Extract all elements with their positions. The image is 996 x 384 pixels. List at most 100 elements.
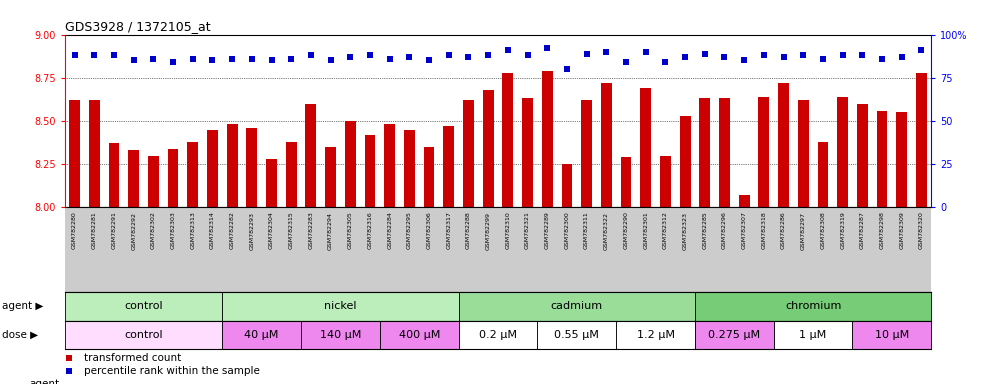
Text: GSM782306: GSM782306	[426, 212, 431, 249]
Text: GSM782307: GSM782307	[742, 212, 747, 250]
Bar	[109, 144, 120, 207]
Text: 1.2 μM: 1.2 μM	[636, 330, 674, 340]
Text: GSM782288: GSM782288	[466, 212, 471, 249]
Bar	[458, 321, 538, 349]
Bar	[246, 128, 257, 207]
Text: GSM782319: GSM782319	[841, 212, 846, 250]
Bar	[502, 73, 513, 207]
Text: GSM782292: GSM782292	[131, 212, 136, 250]
Bar	[695, 292, 931, 321]
Bar	[621, 157, 631, 207]
Bar	[562, 164, 573, 207]
Bar	[65, 292, 222, 321]
Text: GSM782316: GSM782316	[368, 212, 373, 249]
Text: GSM782293: GSM782293	[249, 212, 254, 250]
Bar	[69, 100, 80, 207]
Text: percentile rank within the sample: percentile rank within the sample	[84, 366, 260, 376]
Text: GSM782294: GSM782294	[328, 212, 333, 250]
Bar	[65, 321, 222, 349]
Text: 0.275 μM: 0.275 μM	[708, 330, 760, 340]
Bar	[379, 321, 458, 349]
Text: GSM782295: GSM782295	[407, 212, 412, 250]
Text: GSM782315: GSM782315	[289, 212, 294, 249]
Bar	[167, 149, 178, 207]
Bar	[365, 135, 375, 207]
Bar	[857, 104, 868, 207]
Bar	[148, 156, 158, 207]
Bar	[699, 98, 710, 207]
Text: 1 μM: 1 μM	[800, 330, 827, 340]
Text: GSM782283: GSM782283	[309, 212, 314, 250]
Text: GSM782308: GSM782308	[821, 212, 826, 249]
Text: GSM782313: GSM782313	[190, 212, 195, 250]
Text: GSM782290: GSM782290	[623, 212, 628, 250]
Text: control: control	[124, 330, 162, 340]
Text: GSM782285: GSM782285	[702, 212, 707, 249]
Text: dose ▶: dose ▶	[2, 330, 38, 340]
Bar	[404, 130, 414, 207]
Text: cadmium: cadmium	[551, 301, 603, 311]
Text: GSM782320: GSM782320	[919, 212, 924, 250]
Bar	[617, 321, 695, 349]
Text: GSM782322: GSM782322	[604, 212, 609, 250]
Bar	[384, 124, 395, 207]
Text: GSM782300: GSM782300	[565, 212, 570, 249]
Bar	[463, 100, 474, 207]
Bar	[222, 292, 458, 321]
Text: 400 μM: 400 μM	[398, 330, 440, 340]
Text: GSM782284: GSM782284	[387, 212, 392, 250]
Text: GSM782298: GSM782298	[879, 212, 884, 250]
Bar	[542, 71, 553, 207]
Text: GSM782309: GSM782309	[899, 212, 904, 250]
Bar	[222, 321, 301, 349]
Text: chromium: chromium	[785, 301, 842, 311]
Bar	[522, 98, 533, 207]
Text: GSM782299: GSM782299	[486, 212, 491, 250]
Bar	[778, 83, 789, 207]
Bar	[719, 98, 730, 207]
Text: GSM782321: GSM782321	[525, 212, 530, 250]
Bar	[758, 97, 769, 207]
Text: 0.55 μM: 0.55 μM	[555, 330, 600, 340]
Text: transformed count: transformed count	[84, 353, 181, 363]
Text: GSM782289: GSM782289	[545, 212, 550, 250]
Text: GSM782323: GSM782323	[682, 212, 687, 250]
Bar	[458, 292, 695, 321]
Text: agent ▶: agent ▶	[2, 301, 44, 311]
Bar	[838, 97, 848, 207]
Bar	[187, 142, 198, 207]
Bar	[266, 159, 277, 207]
Bar	[640, 88, 651, 207]
Bar	[679, 116, 690, 207]
Bar	[876, 111, 887, 207]
Bar	[423, 147, 434, 207]
Text: 10 μM: 10 μM	[874, 330, 909, 340]
Text: GSM782304: GSM782304	[269, 212, 274, 250]
Bar	[128, 150, 139, 207]
Text: GDS3928 / 1372105_at: GDS3928 / 1372105_at	[65, 20, 210, 33]
Text: GSM782314: GSM782314	[210, 212, 215, 250]
Text: GSM782305: GSM782305	[348, 212, 353, 249]
Bar	[89, 100, 100, 207]
Bar	[774, 321, 853, 349]
Text: GSM782296: GSM782296	[722, 212, 727, 250]
Bar	[739, 195, 750, 207]
Bar	[483, 90, 494, 207]
Text: 0.2 μM: 0.2 μM	[479, 330, 517, 340]
Bar	[227, 124, 238, 207]
Text: GSM782311: GSM782311	[584, 212, 589, 249]
Bar	[325, 147, 336, 207]
Text: control: control	[124, 301, 162, 311]
Bar	[601, 83, 612, 207]
Text: 40 μM: 40 μM	[244, 330, 279, 340]
Text: nickel: nickel	[325, 301, 357, 311]
Bar	[306, 104, 317, 207]
Bar	[345, 121, 356, 207]
Text: GSM782302: GSM782302	[150, 212, 155, 250]
Bar	[660, 156, 671, 207]
Text: GSM782286: GSM782286	[781, 212, 786, 249]
Text: GSM782291: GSM782291	[112, 212, 117, 250]
Text: GSM782310: GSM782310	[505, 212, 510, 249]
Text: GSM782280: GSM782280	[72, 212, 77, 249]
Bar	[798, 100, 809, 207]
